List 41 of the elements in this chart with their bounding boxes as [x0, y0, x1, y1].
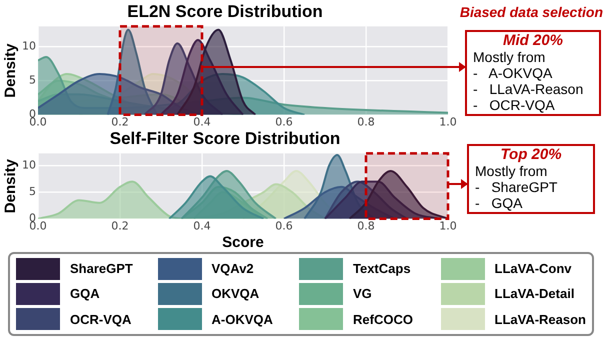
legend-label: OKVQA	[212, 286, 260, 302]
x-axis-title: Score	[222, 234, 264, 252]
chart-title: Self-Filter Score Distribution	[110, 128, 340, 148]
y-tick-label: 10	[22, 158, 36, 172]
text: Mostly from	[475, 163, 548, 179]
y-tick-label: 5	[28, 74, 36, 87]
legend-label: VG	[353, 286, 372, 302]
text: Top 20%	[499, 146, 563, 163]
legend-label: LLaVA-Reason	[494, 312, 586, 327]
legend-label: ShareGPT	[70, 261, 133, 276]
x-tick-label: 0.2	[111, 115, 129, 128]
x-tick-label: 0.4	[193, 115, 211, 128]
legend-label: TextCaps	[353, 261, 411, 276]
x-tick-label: 1.0	[439, 219, 457, 232]
legend-label: RefCOCO	[353, 312, 413, 327]
text: - OCR-VQA	[473, 97, 556, 113]
y-axis-title: Density	[2, 158, 20, 214]
x-tick-label: 0.6	[275, 219, 293, 232]
legend-label: LLaVA-Detail	[494, 286, 574, 302]
legend-label: OCR-VQA	[70, 312, 132, 327]
text: - A-OKVQA	[473, 65, 554, 81]
legend-label: VQAv2	[212, 261, 254, 276]
y-tick-label: 5	[28, 185, 36, 198]
x-tick-label: 0.8	[357, 115, 375, 128]
text: Mostly from	[473, 49, 546, 65]
x-tick-label: 0.2	[111, 219, 129, 232]
text: - LLaVA-Reason	[473, 81, 584, 97]
y-axis-title: Density	[2, 42, 20, 98]
y-tick-label: 10	[22, 40, 36, 53]
text: Biased data selection	[460, 4, 603, 20]
x-tick-label: 0.8	[357, 219, 375, 232]
x-tick-label: 1.0	[439, 115, 457, 128]
text: Mid 20%	[502, 32, 564, 49]
text: - ShareGPT	[475, 179, 558, 195]
legend-label: A-OKVQA	[212, 312, 273, 327]
legend-label: LLaVA-Conv	[494, 261, 572, 276]
chart-title: EL2N Score Distribution	[127, 2, 323, 21]
legend-label: GQA	[70, 286, 100, 302]
x-tick-label: 0.6	[275, 115, 293, 128]
text: - GQA	[475, 195, 524, 211]
x-tick-label: 0.4	[193, 219, 211, 232]
